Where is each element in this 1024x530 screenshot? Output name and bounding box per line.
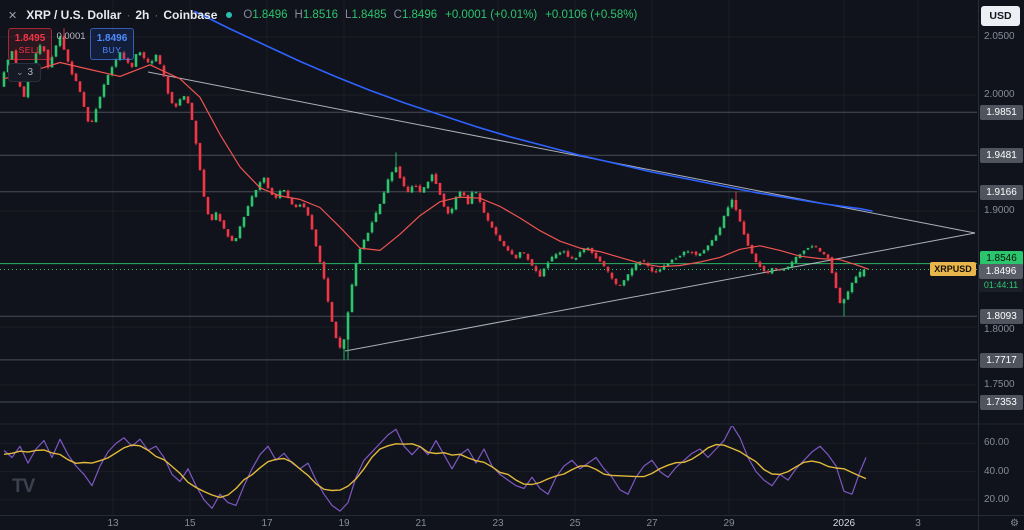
rsi-line	[3, 426, 867, 512]
sell-button[interactable]: 1.8495 SELL	[8, 28, 52, 60]
close-value: 1.8496	[401, 9, 438, 21]
grid-layer	[0, 0, 977, 515]
time-axis-label: 15	[184, 518, 196, 529]
time-axis-label: 17	[261, 518, 273, 529]
price-level-badge: 1.9851	[980, 105, 1023, 121]
spread-value: 0.0001	[56, 31, 86, 42]
chart-header: ✕ XRP / U.S. Dollar · 2h · Coinbase O 1.8…	[8, 7, 637, 23]
high-label: H	[294, 9, 303, 21]
symbol-title[interactable]: XRP / U.S. Dollar	[26, 8, 122, 22]
ma-slow-line	[194, 10, 873, 212]
buy-label: BUY	[102, 44, 122, 55]
interval-label[interactable]: 2h	[135, 8, 150, 22]
price-level-badge: 1.8093	[980, 309, 1023, 325]
current-price-badge: 1.8496	[979, 264, 1023, 280]
time-axis-label: 29	[723, 518, 735, 529]
sell-price: 1.8495	[14, 32, 46, 44]
price-level-badge: 1.8546	[980, 250, 1023, 266]
positions-widget[interactable]: ⌄ 3	[8, 63, 42, 82]
rsi-axis-label: 60.00	[984, 437, 1010, 449]
time-axis-label: 3	[915, 518, 921, 529]
price-axis-label: 2.0000	[984, 89, 1015, 100]
price-axis-label: 1.7500	[984, 379, 1015, 390]
price-level-badge: 1.7353	[980, 395, 1023, 411]
price-axis-label: 1.8000	[984, 324, 1015, 335]
price-axis-label: 1.9000	[984, 205, 1015, 216]
time-axis-label: 2026	[832, 518, 856, 529]
market-status-icon	[226, 12, 233, 18]
price-levels-layer	[0, 111, 977, 403]
close-label: C	[393, 9, 402, 21]
low-value: 1.8485	[351, 9, 387, 21]
separator-dot: ·	[154, 8, 159, 22]
time-axis[interactable]: 13 15 17 19 21 23 25 27 29 2026 3	[0, 515, 978, 530]
price-level-badge: 1.9166	[980, 184, 1023, 200]
price-axis-label: 2.0500	[984, 31, 1015, 42]
time-axis-label: 25	[569, 518, 581, 529]
time-axis-label: 19	[338, 518, 350, 529]
price-level-badge: 1.7717	[980, 352, 1023, 368]
open-label: O	[243, 9, 253, 21]
time-axis-label: 27	[646, 518, 658, 529]
high-value: 1.8516	[302, 9, 339, 21]
candle-countdown: 01:44:11	[979, 279, 1023, 293]
ma-fast-line	[3, 61, 869, 270]
close-icon[interactable]: ✕	[8, 9, 18, 22]
settings-gear-icon[interactable]: ⚙	[1010, 517, 1019, 529]
separator-dot: ·	[126, 8, 131, 22]
open-value: 1.8496	[252, 9, 288, 21]
positions-count: 3	[27, 67, 34, 78]
chevron-down-icon: ⌄	[16, 67, 24, 77]
rsi-ma-line	[3, 443, 867, 499]
time-axis-label: 21	[415, 518, 427, 529]
exchange-label[interactable]: Coinbase	[163, 8, 218, 22]
buy-price: 1.8496	[96, 32, 128, 44]
rsi-pane	[3, 426, 867, 512]
time-axis-label: 23	[492, 518, 504, 529]
trade-panel: 1.8495 SELL 0.0001 1.8496 BUY	[8, 28, 134, 60]
rsi-axis-label: 20.00	[984, 493, 1010, 505]
time-axis-label: 13	[107, 518, 119, 529]
tradingview-logo[interactable]: TV	[12, 476, 35, 497]
daily-change: +0.0106 (+0.58%)	[545, 9, 638, 21]
axis-corner: ⚙	[978, 515, 1024, 530]
candles-layer	[2, 28, 866, 360]
rsi-axis-label: 40.00	[984, 465, 1010, 477]
sell-label: SELL	[18, 44, 42, 55]
ohlc-readout: O 1.8496 H 1.8516 L 1.8485 C 1.8496	[243, 9, 437, 21]
symbol-price-tag: XRPUSD	[930, 262, 976, 277]
price-axis[interactable]: 2.0500 2.0000 1.9000 1.8000 1.7500 60.00 40.00…	[978, 0, 1024, 515]
bar-change: +0.0001 (+0.01%)	[445, 9, 538, 21]
trendlines-layer	[147, 71, 976, 352]
buy-button[interactable]: 1.8496 BUY	[90, 28, 134, 60]
currency-button[interactable]: USD	[981, 6, 1020, 26]
price-level-badge: 1.9481	[980, 148, 1023, 164]
low-label: L	[345, 9, 352, 21]
